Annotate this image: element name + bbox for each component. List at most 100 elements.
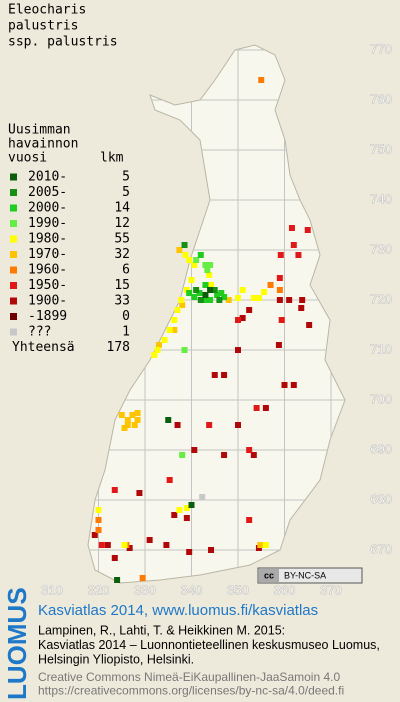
legend-heading: Uusimman	[8, 123, 71, 138]
observation-point	[196, 290, 203, 296]
legend-swatch	[10, 297, 17, 305]
legend-label: ???	[28, 325, 51, 340]
observation-point	[250, 452, 257, 458]
observation-point	[121, 425, 128, 431]
observation-point	[290, 242, 297, 248]
observation-point	[276, 287, 283, 293]
observation-point	[188, 502, 195, 508]
observation-point	[235, 317, 241, 323]
license-line: https://creativecommons.org/licenses/by-…	[38, 684, 344, 698]
observation-point	[286, 297, 293, 303]
legend-swatch	[10, 189, 17, 196]
legend-count: 32	[114, 247, 130, 262]
legend-count: 15	[114, 278, 130, 293]
observation-point	[216, 297, 223, 303]
observation-point	[246, 517, 253, 523]
observation-point	[176, 247, 183, 253]
legend-swatch	[10, 204, 17, 212]
observation-point	[202, 282, 209, 288]
observation-point	[154, 347, 161, 353]
observation-point	[202, 297, 209, 303]
legend-label: 1900-	[28, 294, 67, 309]
x-tick-label: 350	[227, 582, 249, 597]
title-line: palustris	[8, 19, 78, 34]
legend-swatch	[10, 173, 17, 181]
observation-point	[151, 352, 158, 358]
legend-count: 33	[114, 294, 130, 309]
observation-point	[166, 477, 173, 483]
observation-point	[257, 542, 264, 548]
observation-point	[129, 412, 136, 418]
observation-point	[114, 577, 121, 583]
y-tick-label: 720	[370, 291, 392, 306]
observation-point	[267, 282, 274, 288]
observation-point	[186, 290, 193, 296]
citation-line: Helsingin Yliopisto, Helsinki.	[38, 652, 194, 666]
legend-count: 55	[114, 232, 130, 247]
logo: LUOMUS	[2, 587, 32, 700]
title-line: Eleocharis	[8, 3, 86, 18]
observation-point	[258, 77, 265, 83]
observation-point	[111, 555, 118, 561]
observation-point	[155, 342, 162, 348]
y-tick-label: 770	[370, 41, 392, 56]
legend-count: 0	[122, 309, 130, 324]
observation-point	[295, 252, 302, 258]
observation-point	[182, 252, 189, 258]
legend-label: -1899	[28, 309, 67, 324]
observation-point	[161, 337, 168, 343]
observation-point	[202, 292, 209, 298]
observation-point	[197, 252, 204, 258]
observation-point	[124, 417, 131, 423]
x-tick-label: 340	[181, 582, 203, 597]
observation-point	[261, 289, 268, 295]
citation-line: Kasviatlas 2014 – Luonnontieteellinen ke…	[38, 638, 380, 652]
observation-point	[136, 490, 143, 496]
citation-line: Lampinen, R., Lahti, T. & Heikkinen M. 2…	[38, 623, 285, 637]
legend-count: 6	[122, 263, 130, 278]
observation-point	[235, 422, 241, 428]
observation-point	[134, 417, 141, 423]
legend-swatch	[10, 313, 17, 320]
y-tick-label: 690	[370, 441, 392, 456]
observation-point	[121, 542, 128, 548]
y-tick-label: 700	[370, 391, 392, 406]
y-tick-label: 670	[370, 541, 392, 556]
observation-point	[188, 277, 195, 283]
legend-count: 5	[122, 170, 130, 185]
observation-point	[218, 290, 225, 296]
observation-point	[290, 382, 297, 388]
observation-point	[171, 317, 178, 323]
observation-point	[171, 327, 178, 333]
observation-point	[246, 307, 253, 313]
observation-point	[111, 487, 118, 493]
observation-point	[95, 517, 102, 523]
legend-count: 5	[122, 185, 130, 200]
legend-count: 1	[122, 325, 130, 340]
legend-count: 12	[114, 216, 130, 231]
observation-point	[208, 547, 215, 553]
observation-point	[191, 262, 198, 268]
observation-point	[299, 297, 306, 303]
legend-swatch	[10, 328, 17, 336]
legend-swatch	[10, 282, 17, 289]
observation-point	[104, 542, 111, 548]
legend-count-heading: lkm	[100, 151, 124, 166]
observation-point	[191, 294, 198, 300]
license-line: Creative Commons Nimeä-EiKaupallinen-Jaa…	[38, 670, 340, 684]
observation-point	[262, 542, 269, 548]
observation-point	[176, 507, 183, 513]
legend-heading: vuosi	[8, 151, 47, 166]
observation-point	[171, 512, 178, 518]
footer-link[interactable]: Kasviatlas 2014, www.luomus.fi/kasviatla…	[38, 602, 318, 619]
observation-point	[204, 267, 211, 273]
legend-count: 14	[114, 201, 130, 216]
observation-point	[214, 292, 221, 298]
legend-swatch	[10, 266, 17, 274]
observation-point	[277, 252, 284, 258]
observation-point	[131, 422, 138, 428]
x-tick-label: 320	[88, 582, 110, 597]
observation-point	[179, 302, 186, 308]
